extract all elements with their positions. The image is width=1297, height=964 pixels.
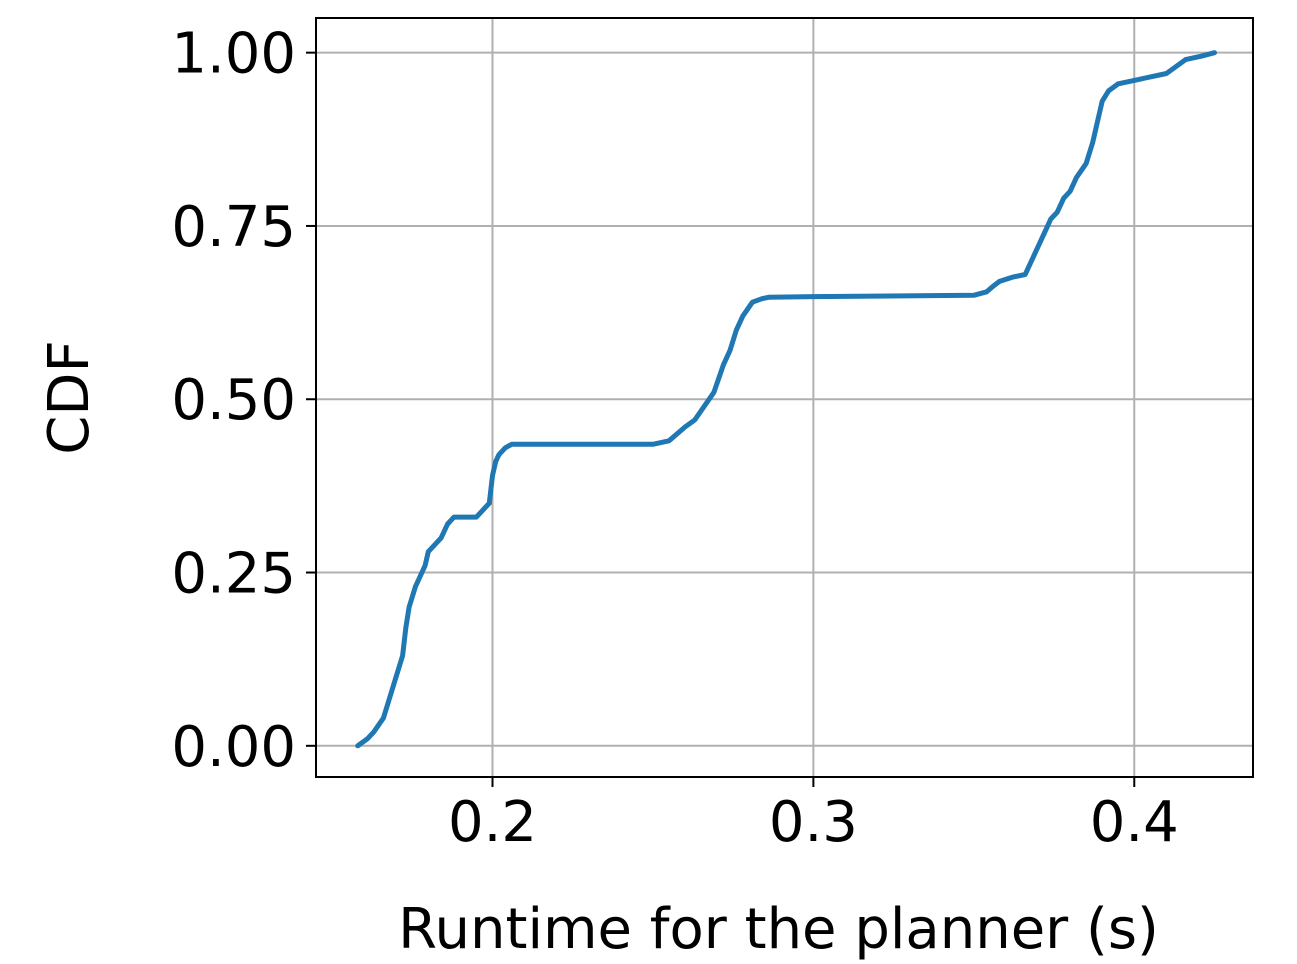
x-tick-label: 0.3 (769, 790, 858, 855)
cdf-line (355, 50, 1217, 749)
y-tick-label: 0.00 (171, 715, 296, 780)
grid (316, 18, 1253, 777)
y-tick-label: 0.50 (171, 368, 296, 433)
x-tick-label: 0.2 (448, 790, 537, 855)
x-tick-label: 0.4 (1090, 790, 1179, 855)
x-axis-label: Runtime for the planner (s) (398, 897, 1159, 962)
y-tick-label: 0.75 (171, 195, 296, 260)
plot-frame (315, 17, 1254, 778)
y-axis-label: CDF (37, 340, 102, 454)
y-tick-label: 0.25 (171, 542, 296, 607)
series-layer (355, 50, 1217, 749)
y-tick-label: 1.00 (171, 22, 296, 87)
ticks: 0.2 0.3 0.4 0.00 0.25 0.50 0.75 1.00 (171, 22, 1178, 855)
